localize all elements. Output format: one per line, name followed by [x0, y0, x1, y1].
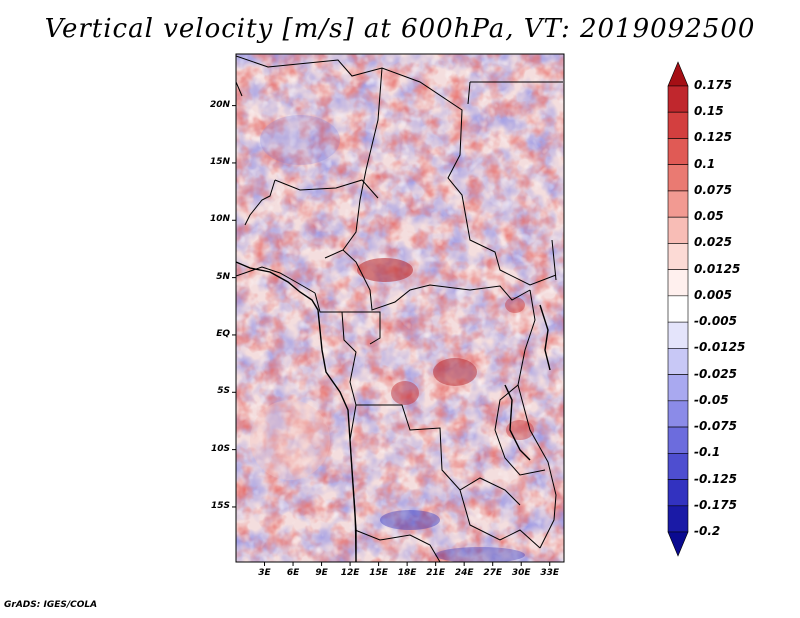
colorbar-bin: [667, 61, 689, 87]
lon-label: 24E: [454, 568, 474, 578]
colorbar-bin: [667, 452, 689, 480]
colorbar-bin: [667, 374, 689, 402]
colorbar-bin: [667, 190, 689, 218]
velocity-field: [236, 54, 564, 562]
lat-label: 20N: [209, 99, 230, 110]
colorbar: [667, 61, 689, 557]
colorbar-label: -0.1: [694, 445, 721, 460]
lon-label: 3E: [258, 568, 271, 578]
map-title: Vertical velocity [m/s] at 600hPa, VT: 2…: [44, 14, 756, 44]
colorbar-label: 0.175: [694, 78, 732, 92]
colorbar-label: -0.025: [694, 366, 737, 381]
colorbar-label: -0.2: [694, 524, 721, 538]
colorbar-label: 0.05: [694, 209, 724, 224]
colorbar-bin: [667, 85, 689, 113]
lon-label: 12E: [340, 568, 360, 578]
lon-label: 9E: [315, 568, 328, 578]
colorbar-label: 0.005: [694, 287, 732, 302]
lat-label: 15N: [209, 156, 230, 167]
colorbar-label: 0.15: [694, 104, 724, 119]
colorbar-label: -0.075: [694, 419, 737, 434]
lon-label: 30E: [511, 568, 531, 578]
colorbar-bin: [667, 111, 689, 139]
lat-label: 5N: [216, 271, 230, 282]
lat-label: 5S: [217, 386, 230, 397]
colorbar-bin: [667, 269, 689, 297]
colorbar-bin: [667, 426, 689, 454]
lon-label: 6E: [286, 568, 300, 578]
colorbar-label: -0.175: [694, 497, 737, 512]
coastline: [236, 261, 551, 562]
colorbar-bin: [667, 321, 689, 349]
colorbar-label: 0.075: [694, 182, 732, 197]
axis-ticks: [232, 105, 551, 566]
colorbar-label: -0.0125: [694, 340, 746, 355]
lat-label: EQ: [216, 328, 230, 339]
colorbar-label: 0.0125: [694, 261, 741, 276]
colorbar-bin: [667, 505, 689, 533]
lon-label: 33E: [540, 568, 560, 578]
colorbar-bin: [667, 164, 689, 192]
grads-credit: GrADS: IGES/COLA: [4, 600, 98, 610]
lon-label: 21E: [426, 568, 445, 578]
colorbar-bin: [667, 295, 689, 323]
colorbar-bin: [667, 531, 689, 557]
map-frame: [235, 53, 565, 563]
lat-label: 10S: [210, 443, 230, 454]
colorbar-label: -0.05: [694, 392, 729, 407]
colorbar-bin: [667, 243, 689, 270]
colorbar-label: 0.025: [694, 235, 732, 250]
lon-label: 18E: [397, 568, 417, 578]
lon-label: 15E: [369, 568, 388, 578]
colorbar-label: 0.125: [694, 130, 732, 145]
lon-label: 27E: [483, 568, 503, 578]
colorbar-bin: [667, 348, 689, 375]
colorbar-bin: [667, 400, 689, 428]
colorbar-bin: [667, 479, 689, 507]
colorbar-label: -0.125: [694, 471, 737, 486]
colorbar-label: 0.1: [694, 156, 716, 171]
lat-label: 10N: [209, 214, 230, 225]
colorbar-label: -0.005: [694, 314, 737, 329]
colorbar-bin: [667, 138, 689, 166]
colorbar-bin: [667, 216, 689, 244]
lat-label: 15S: [210, 500, 230, 511]
